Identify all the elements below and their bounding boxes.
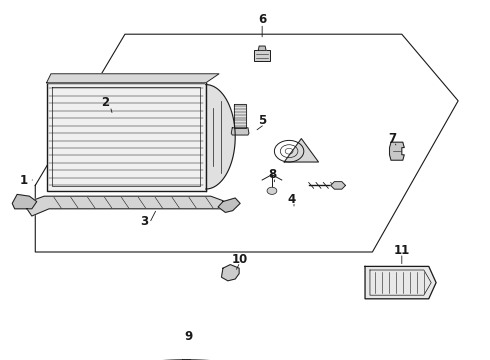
Polygon shape [365,266,436,299]
Text: 8: 8 [268,168,276,181]
Text: 1: 1 [20,174,27,186]
Text: 5: 5 [258,114,266,127]
Polygon shape [221,265,239,281]
Text: 11: 11 [393,244,410,257]
Circle shape [267,187,277,194]
Polygon shape [27,196,225,216]
Polygon shape [12,194,37,209]
Text: 4: 4 [288,193,295,206]
Polygon shape [331,182,345,189]
Polygon shape [234,104,246,128]
Text: 2: 2 [101,96,109,109]
Bar [254,50,270,61]
Text: 3: 3 [141,215,148,228]
Text: 9: 9 [185,330,193,343]
Polygon shape [284,139,318,162]
Polygon shape [206,83,235,191]
Text: 10: 10 [232,253,248,266]
Text: 7: 7 [388,132,396,145]
Polygon shape [231,128,249,135]
Polygon shape [390,142,404,160]
Polygon shape [258,46,266,50]
FancyBboxPatch shape [47,83,206,191]
Polygon shape [47,74,219,83]
Text: 6: 6 [258,13,266,26]
Polygon shape [218,198,240,212]
